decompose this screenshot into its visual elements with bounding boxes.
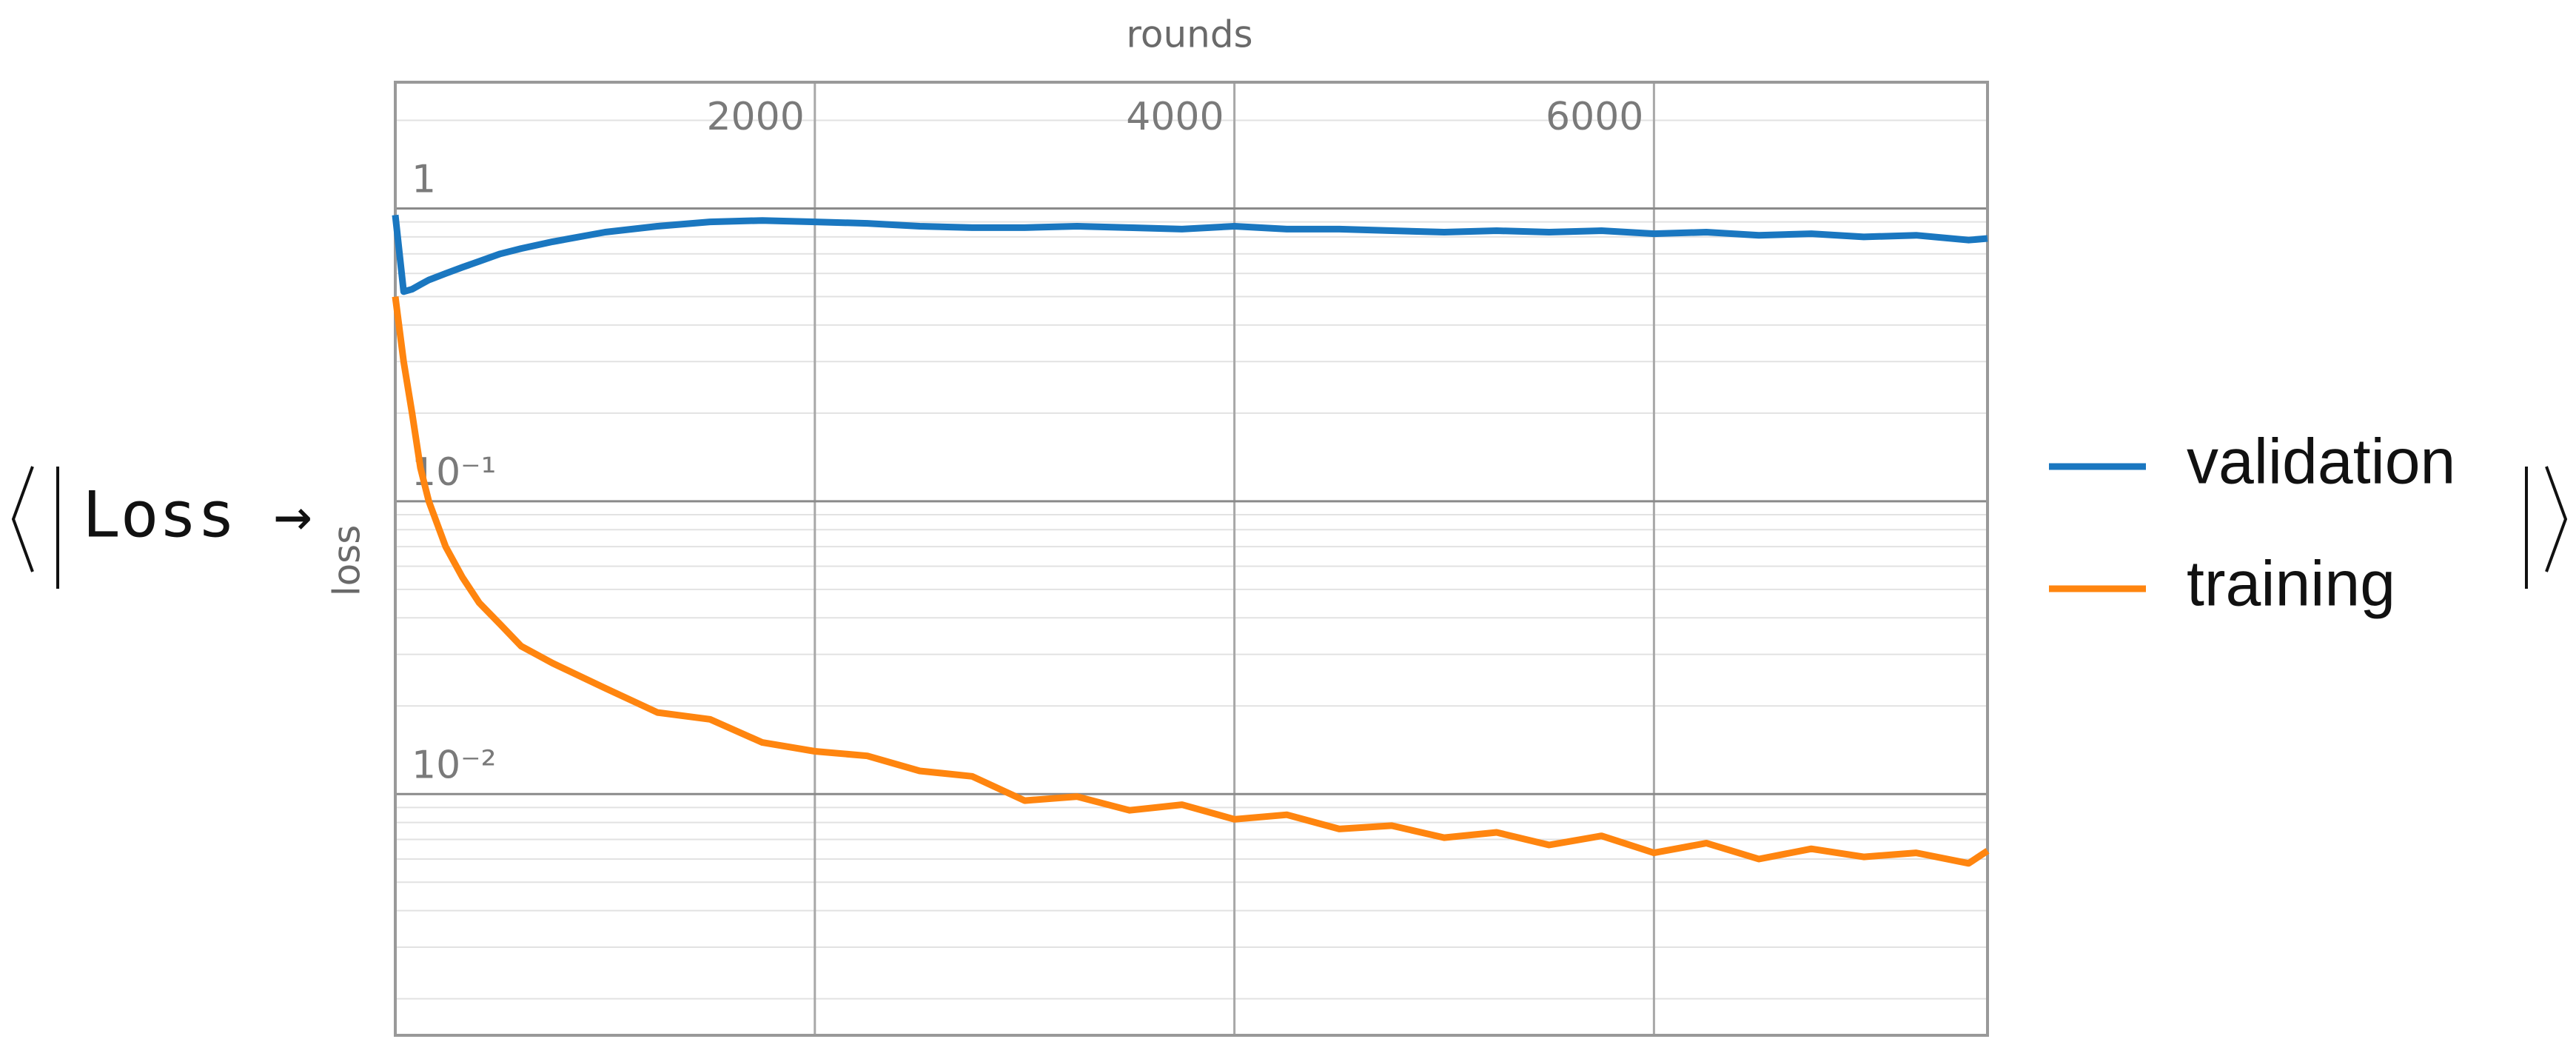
open-bracket — [11, 466, 34, 572]
plot-frame — [394, 81, 1989, 1037]
y-tick-label: 1 — [412, 158, 436, 202]
x-tick-label: 4000 — [1126, 95, 1224, 139]
x-axis-title: rounds — [1126, 13, 1252, 56]
y-axis-title: loss — [326, 525, 369, 597]
x-tick-label: 2000 — [706, 95, 804, 139]
close-bracket — [2545, 466, 2568, 572]
legend-label: validation — [2187, 427, 2455, 498]
x-tick-label: 6000 — [1546, 95, 1643, 139]
y-tick-label: 10⁻² — [412, 743, 496, 787]
series-line — [392, 214, 1988, 295]
legend-label: training — [2187, 549, 2395, 620]
series-line — [392, 296, 1990, 867]
head-label: Loss → — [82, 478, 312, 552]
